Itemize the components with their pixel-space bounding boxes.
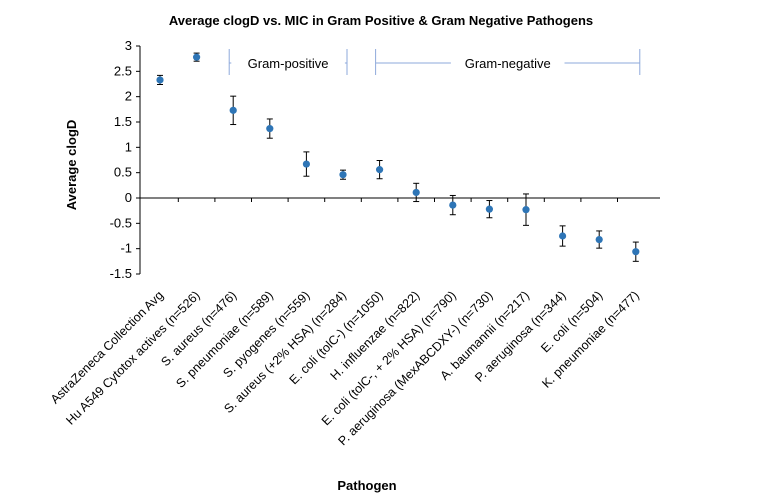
x-tick-label: E. coli (tolC-, + 2% HSA) (n=790): [319, 288, 459, 428]
data-point: [156, 76, 164, 84]
y-tick-label: -0.5: [110, 215, 132, 230]
data-points: [156, 53, 640, 256]
y-tick-label: 0.5: [114, 165, 132, 180]
y-tick-label: 2.5: [114, 63, 132, 78]
group-brackets: Gram-positive Gram-negative: [228, 49, 641, 75]
data-point: [376, 166, 384, 174]
y-tick-label: 2: [125, 89, 132, 104]
data-point: [632, 248, 640, 256]
chart-title: Average clogD vs. MIC in Gram Positive &…: [169, 13, 593, 28]
y-axis-title: Average clogD: [64, 120, 79, 211]
error-bars: [157, 52, 639, 262]
y-tick-label: -1.5: [110, 266, 132, 281]
y-tick-label: 0: [125, 190, 132, 205]
data-point: [193, 53, 201, 61]
data-point: [339, 171, 347, 179]
y-tick-label: 1.5: [114, 114, 132, 129]
data-point: [266, 124, 274, 133]
x-tick-label: Hu A549 Cytotox actives (n=526): [63, 288, 202, 427]
axes: [139, 46, 660, 274]
data-point: [522, 206, 530, 214]
group-label: Gram-positive: [248, 56, 329, 71]
x-axis-title: Pathogen: [337, 478, 396, 493]
y-tick-label: 1: [125, 139, 132, 154]
data-point: [302, 160, 310, 168]
data-point: [559, 232, 567, 240]
y-tick-label: -1: [120, 241, 132, 256]
group-label: Gram-negative: [465, 56, 551, 71]
data-point: [595, 235, 603, 244]
y-tick-label: 3: [125, 38, 132, 53]
data-point: [449, 201, 457, 209]
data-point: [412, 188, 420, 197]
data-point: [229, 106, 237, 114]
data-point: [485, 205, 493, 213]
y-ticks: 3 2.5 2 1.5 1 0.5 0 -0.5 -1 -1.5: [110, 38, 140, 281]
